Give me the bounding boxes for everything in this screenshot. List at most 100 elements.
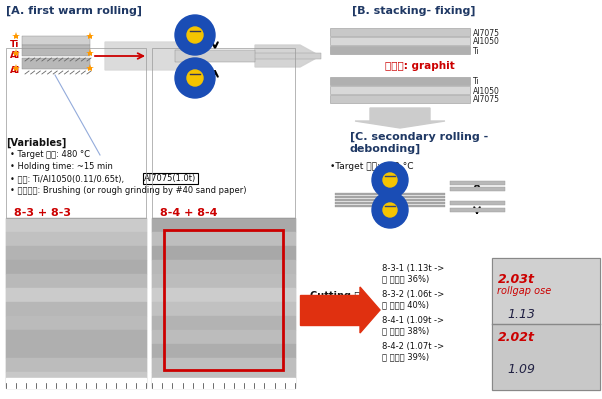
Text: Al7075: Al7075 [473,28,500,38]
Bar [152,330,295,344]
Bar [6,48,146,218]
Text: 연 압하율 38%): 연 압하율 38%) [382,326,429,335]
Bar [330,46,470,54]
Bar [22,45,90,56]
Bar [152,260,295,274]
Bar [152,302,295,316]
Bar [335,193,445,195]
Polygon shape [355,108,445,128]
Text: 연 압하율 39%): 연 압하율 39%) [382,352,429,361]
Text: 1.09: 1.09 [507,363,535,376]
Text: [Variables]: [Variables] [6,138,66,148]
Bar [335,199,445,201]
Text: 8-4-2 (1.07t ->: 8-4-2 (1.07t -> [382,342,444,351]
Bar [164,230,283,370]
Text: Al1050: Al1050 [473,87,500,95]
Text: Al: Al [10,66,20,75]
Bar [492,258,600,390]
Bar [6,316,146,330]
Bar [6,378,146,388]
Text: 8-3 + 8-3: 8-3 + 8-3 [14,208,71,218]
Text: • Target 온도: 480 °C: • Target 온도: 480 °C [10,150,90,159]
Text: Al1050: Al1050 [473,38,500,47]
Text: [B. stacking- fixing]: [B. stacking- fixing] [352,6,476,16]
Bar [152,344,295,358]
Text: Cutting 후: Cutting 후 [310,291,360,301]
Bar [6,288,146,302]
Bar [450,181,505,185]
Circle shape [187,27,203,43]
Bar [6,330,146,344]
Text: Al7075(1.0t): Al7075(1.0t) [144,174,196,183]
Bar [152,358,295,372]
Bar [450,201,505,205]
Bar [152,378,295,388]
Bar [330,28,470,36]
Text: 8-3-1 (1.13t ->: 8-3-1 (1.13t -> [382,264,444,273]
Bar [450,208,505,212]
Bar [253,53,321,59]
Bar [335,205,445,207]
Text: rollgap ose: rollgap ose [497,286,551,296]
Text: [C. secondary rolling -
debonding]: [C. secondary rolling - debonding] [350,132,488,154]
Circle shape [383,173,397,187]
Bar [6,232,146,246]
Text: 1.13: 1.13 [507,308,535,321]
Bar [6,218,146,388]
Bar [22,58,90,69]
Bar [152,246,295,260]
Bar [300,295,360,325]
Bar [450,187,505,191]
Text: • 표면처리: Brushing (or rough grinding by #40 sand paper): • 표면처리: Brushing (or rough grinding by #… [10,186,246,195]
Text: 연 압하율 40%): 연 압하율 40%) [382,300,429,309]
Text: Al7075: Al7075 [473,95,500,105]
Text: • Holding time: ~15 min: • Holding time: ~15 min [10,162,113,171]
Bar [330,37,470,45]
Text: 2.02t: 2.02t [498,331,535,344]
Bar [152,218,295,232]
Bar [152,372,295,386]
Text: Ti: Ti [473,77,480,87]
Text: 8-3-2 (1.06t ->: 8-3-2 (1.06t -> [382,290,444,299]
Text: 2.03t: 2.03t [498,273,535,286]
Bar [492,324,600,390]
Text: 이형재: graphit: 이형재: graphit [385,61,455,71]
Text: 8-4 + 8-4: 8-4 + 8-4 [160,208,217,218]
Bar [152,232,295,246]
Bar [6,246,146,260]
Text: •Target 온도: 400 °C: •Target 온도: 400 °C [330,162,414,171]
Text: clad 분리: clad 분리 [310,302,348,312]
Bar [152,316,295,330]
Polygon shape [105,42,195,70]
Text: Ti: Ti [10,40,19,49]
Bar [152,48,295,218]
Bar [6,218,146,232]
Circle shape [175,58,215,98]
Bar [6,274,146,288]
Bar [330,77,470,85]
Bar [335,202,445,204]
Bar [152,274,295,288]
Bar [152,288,295,302]
Bar [330,86,470,94]
Circle shape [372,192,408,228]
Bar [6,372,146,386]
Circle shape [187,70,203,86]
Circle shape [383,203,397,217]
Bar [175,50,255,62]
Text: Al: Al [10,51,20,60]
Bar [492,258,600,324]
Bar [22,36,90,45]
Text: Ti: Ti [473,47,480,55]
Bar [330,95,470,103]
Bar [6,344,146,358]
Text: 8-4-1 (1.09t ->: 8-4-1 (1.09t -> [382,316,444,325]
Text: 연 압하율 36%): 연 압하율 36%) [382,274,429,283]
Bar [6,260,146,274]
Polygon shape [255,45,320,67]
Polygon shape [360,287,380,333]
Text: [A. first warm rolling]: [A. first warm rolling] [6,6,142,16]
Circle shape [372,162,408,198]
Bar [6,358,146,372]
Text: • 소재: Ti/Al1050(0.11/0.65t),: • 소재: Ti/Al1050(0.11/0.65t), [10,174,127,183]
